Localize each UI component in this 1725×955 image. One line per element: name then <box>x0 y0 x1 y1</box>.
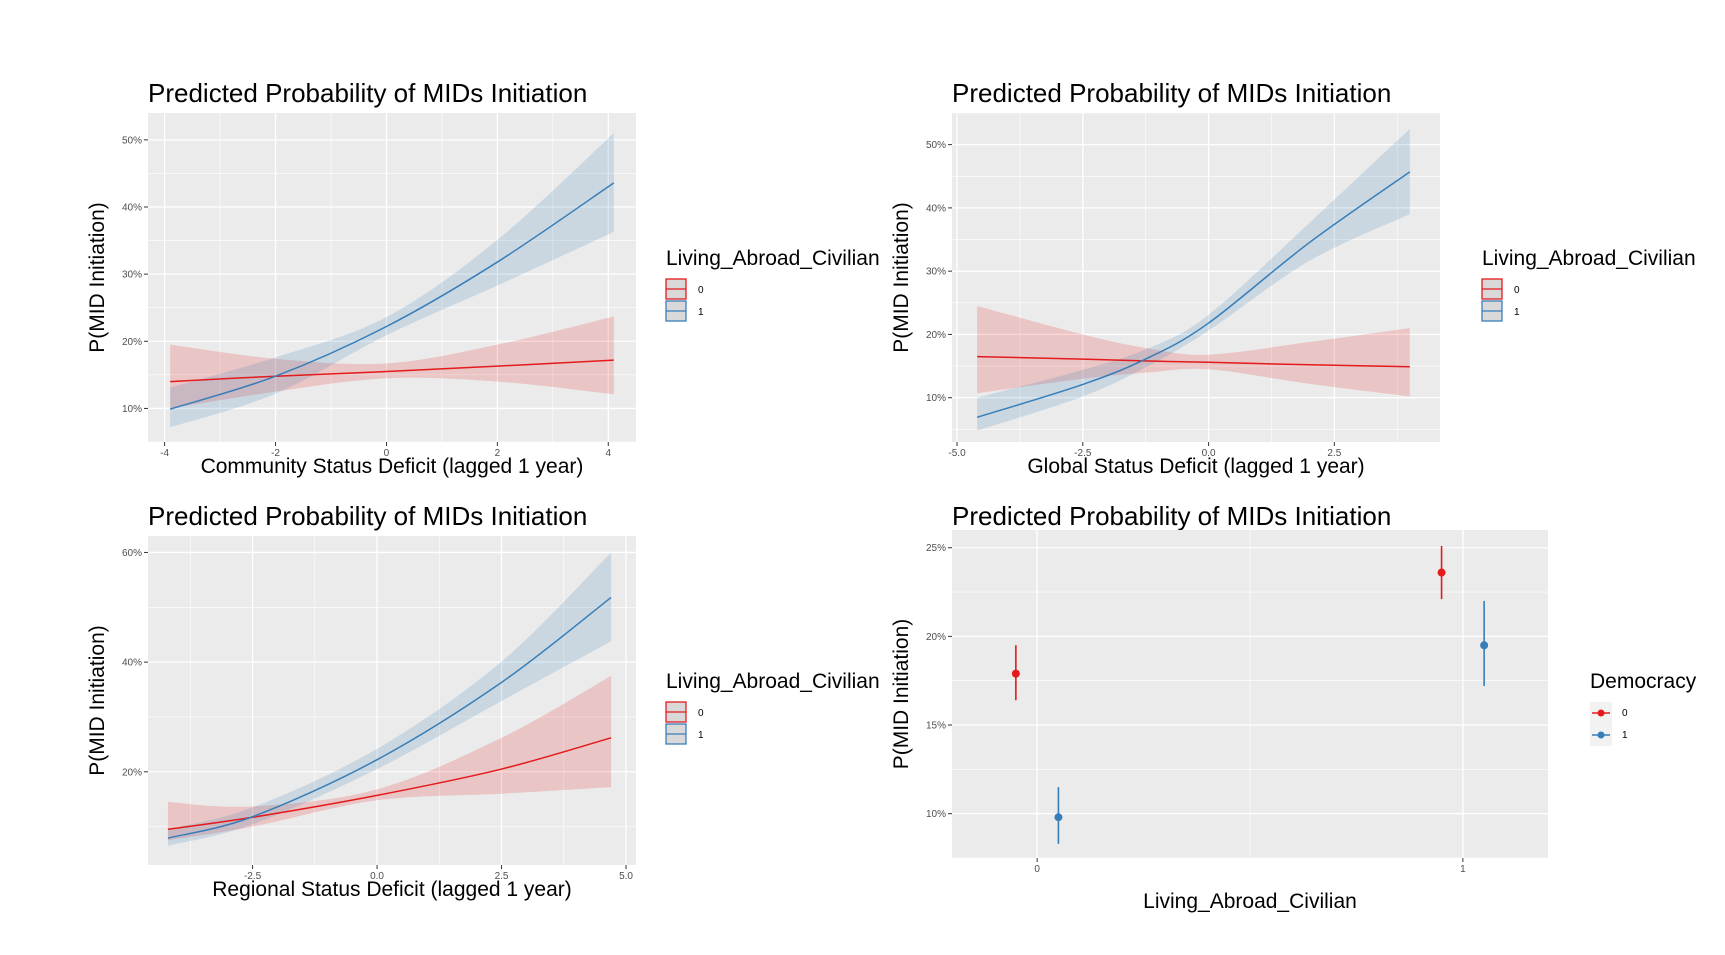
point-0 <box>1011 669 1020 678</box>
series-line-1 <box>167 596 612 839</box>
x-tick-label: 1 <box>1460 864 1466 875</box>
x-tick-label: -2 <box>271 448 280 459</box>
legend-label-0: 0 <box>1622 708 1628 719</box>
x-axis-title: Living_Abroad_Civilian <box>1143 890 1357 913</box>
x-tick-label: 0.0 <box>370 871 384 882</box>
x-tick-label: -2.5 <box>244 871 262 882</box>
series-line-1 <box>169 182 615 410</box>
y-tick-label: 50% <box>926 140 946 151</box>
y-tick-label: 60% <box>122 548 142 559</box>
y-axis-title: P(MID Initiation) <box>890 619 913 770</box>
y-tick-label: 40% <box>122 203 142 214</box>
y-axis-title: P(MID Initiation) <box>86 202 109 353</box>
legend-label-1: 1 <box>698 730 704 741</box>
chart-title: Predicted Probability of MIDs Initiation <box>952 501 1391 531</box>
legend-label-0: 0 <box>1514 285 1520 296</box>
legend-title: Living_Abroad_Civilian <box>666 247 880 270</box>
ci-ribbon-1 <box>977 128 1410 431</box>
x-tick-label: 0.0 <box>1202 448 1216 459</box>
legend-title: Living_Abroad_Civilian <box>1482 247 1696 270</box>
legend: Living_Abroad_Civilian 0 1 <box>665 670 880 745</box>
y-tick-label: 10% <box>122 404 142 415</box>
point-1 <box>1054 813 1063 822</box>
legend-label-0: 0 <box>698 285 704 296</box>
series-line-0 <box>977 355 1410 368</box>
x-tick-label: -4 <box>160 448 169 459</box>
y-tick-label: 20% <box>926 632 946 643</box>
legend: Living_Abroad_Civilian 0 1 <box>665 247 880 322</box>
y-tick-label: 20% <box>926 330 946 341</box>
x-axis-title: Community Status Deficit (lagged 1 year) <box>201 455 584 478</box>
x-tick-label: 2 <box>495 448 501 459</box>
chart-title: Predicted Probability of MIDs Initiation <box>952 78 1391 108</box>
chart-community: Predicted Probability of MIDs Initiation… <box>86 78 880 478</box>
y-tick-label: 10% <box>926 393 946 404</box>
x-axis-title: Global Status Deficit (lagged 1 year) <box>1027 455 1364 478</box>
x-tick-label: 2.5 <box>495 871 509 882</box>
ci-ribbon-0 <box>170 316 614 409</box>
legend-label-1: 1 <box>1622 730 1628 741</box>
y-tick-label: 20% <box>122 337 142 348</box>
chart-regional: Predicted Probability of MIDs Initiation… <box>86 501 880 901</box>
y-tick-label: 50% <box>122 135 142 146</box>
legend-label-1: 1 <box>698 307 704 318</box>
y-tick-label: 40% <box>122 658 142 669</box>
chart-title: Predicted Probability of MIDs Initiation <box>148 501 587 531</box>
y-axis-title: P(MID Initiation) <box>890 202 913 353</box>
series-line-0 <box>167 737 612 831</box>
series-line-0 <box>170 359 614 383</box>
legend: Living_Abroad_Civilian 0 1 <box>1481 247 1696 322</box>
legend-key-point-1 <box>1597 731 1605 739</box>
legend-label-0: 0 <box>698 708 704 719</box>
plot-panel <box>148 113 636 442</box>
y-tick-label: 15% <box>926 721 946 732</box>
x-tick-label: -2.5 <box>1074 448 1092 459</box>
x-axis-title: Regional Status Deficit (lagged 1 year) <box>212 878 572 901</box>
chart-democracy: Predicted Probability of MIDs Initiation… <box>890 501 1697 913</box>
legend-key-point-0 <box>1597 709 1605 717</box>
y-tick-label: 25% <box>926 543 946 554</box>
ci-ribbon-1 <box>170 133 614 428</box>
chart-global: Predicted Probability of MIDs Initiation… <box>890 78 1696 478</box>
y-tick-label: 30% <box>122 270 142 281</box>
y-axis-title: P(MID Initiation) <box>86 625 109 776</box>
y-tick-label: 30% <box>926 267 946 278</box>
x-tick-label: 2.5 <box>1327 448 1341 459</box>
x-tick-label: -5.0 <box>948 448 966 459</box>
legend: Democracy 0 1 <box>1590 670 1697 746</box>
y-tick-label: 10% <box>926 809 946 820</box>
plot-panel <box>952 113 1440 442</box>
x-tick-label: 4 <box>605 448 611 459</box>
y-tick-label: 20% <box>122 767 142 778</box>
ci-ribbon-0 <box>977 305 1410 397</box>
legend-label-1: 1 <box>1514 307 1520 318</box>
point-0 <box>1437 568 1446 577</box>
point-1 <box>1480 641 1489 650</box>
chart-title: Predicted Probability of MIDs Initiation <box>148 78 587 108</box>
legend-title: Living_Abroad_Civilian <box>666 670 880 693</box>
plot-panel <box>148 536 636 865</box>
series-line-1 <box>976 171 1411 419</box>
legend-title: Democracy <box>1590 670 1697 693</box>
x-tick-label: 5.0 <box>619 871 633 882</box>
y-tick-label: 40% <box>926 203 946 214</box>
x-tick-label: 0 <box>1034 864 1040 875</box>
x-tick-label: 0 <box>384 448 390 459</box>
